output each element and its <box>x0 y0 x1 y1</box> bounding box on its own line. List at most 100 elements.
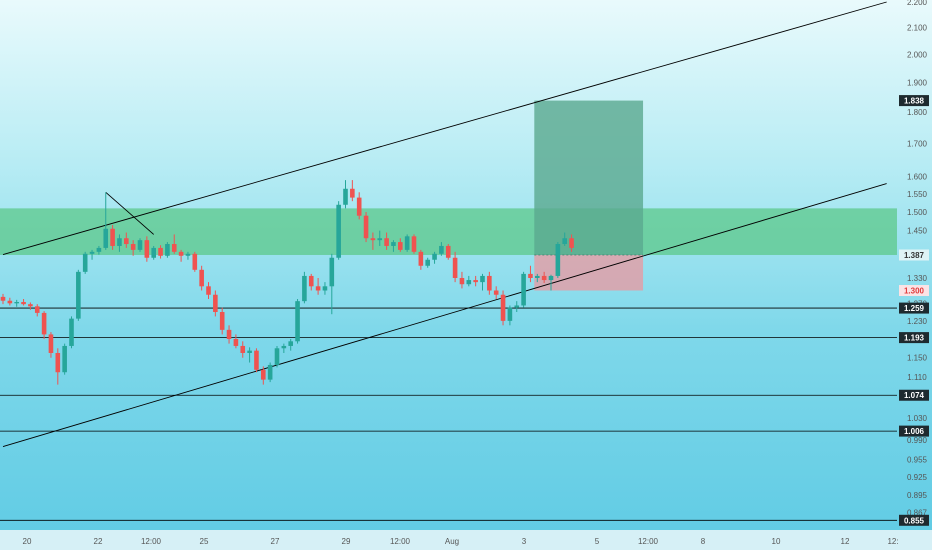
candle-body[interactable] <box>528 273 533 278</box>
candle-body[interactable] <box>363 215 369 239</box>
candle-body[interactable] <box>124 238 129 245</box>
stop-loss-box[interactable] <box>534 254 644 291</box>
candle-body[interactable] <box>137 240 143 250</box>
candle-body[interactable] <box>500 294 506 321</box>
candle-body[interactable] <box>555 244 561 276</box>
candle-body[interactable] <box>336 204 341 258</box>
candle-body[interactable] <box>82 253 88 272</box>
candle-body[interactable] <box>439 245 444 254</box>
candle-body[interactable] <box>329 257 335 287</box>
candle-body[interactable] <box>391 242 396 246</box>
candle-body[interactable] <box>261 369 266 380</box>
candle-body[interactable] <box>377 238 383 241</box>
candle-body[interactable] <box>158 247 163 256</box>
candle-body[interactable] <box>562 238 567 245</box>
y-tick-label: 1.700 <box>907 139 928 148</box>
candle-body[interactable] <box>398 242 403 250</box>
candle-body[interactable] <box>34 306 40 313</box>
candle-body[interactable] <box>41 312 47 335</box>
candle-body[interactable] <box>432 253 437 260</box>
candle-body[interactable] <box>308 275 314 287</box>
price-tag-box <box>899 332 929 344</box>
trendline[interactable] <box>2 183 887 448</box>
candle-body[interactable] <box>48 334 54 353</box>
candle-body[interactable] <box>151 247 156 258</box>
candle-body[interactable] <box>0 296 6 301</box>
candle-body[interactable] <box>28 304 33 307</box>
candle-body[interactable] <box>315 286 321 291</box>
candle-body[interactable] <box>452 257 458 278</box>
candle-body[interactable] <box>350 188 355 198</box>
candle-body[interactable] <box>62 345 67 373</box>
profit-target-box[interactable] <box>534 100 644 255</box>
x-tick-label: 20 <box>23 537 32 546</box>
candle-body[interactable] <box>96 247 102 252</box>
candle-body[interactable] <box>274 348 280 365</box>
candle-body[interactable] <box>493 290 499 295</box>
candle-body[interactable] <box>14 302 19 304</box>
candle-body[interactable] <box>473 280 478 283</box>
candle-body[interactable] <box>384 238 389 246</box>
candle-body[interactable] <box>89 251 95 254</box>
candle-body[interactable] <box>548 275 554 281</box>
candle-body[interactable] <box>411 236 417 252</box>
candle-body[interactable] <box>192 253 198 270</box>
price-tag-label: 1.259 <box>904 304 925 313</box>
candle-body[interactable] <box>425 259 430 266</box>
candle-body[interactable] <box>480 275 485 283</box>
candle-body[interactable] <box>322 286 328 291</box>
candle-body[interactable] <box>130 244 136 250</box>
candle-body[interactable] <box>370 238 376 241</box>
candle-body[interactable] <box>7 300 13 304</box>
x-tick-label: 25 <box>200 537 209 546</box>
candle-body[interactable] <box>199 269 204 287</box>
candle-body[interactable] <box>171 244 177 252</box>
candle-body[interactable] <box>356 197 362 216</box>
candle-body[interactable] <box>21 302 26 305</box>
trendline[interactable] <box>2 1 887 256</box>
candle-body[interactable] <box>418 251 424 266</box>
x-tick-label: 29 <box>342 537 351 546</box>
candle-body[interactable] <box>302 275 307 302</box>
candle-body[interactable] <box>240 345 246 353</box>
candle-body[interactable] <box>445 245 451 258</box>
candle-body[interactable] <box>110 228 115 246</box>
candle-body[interactable] <box>69 318 74 346</box>
trendline[interactable] <box>105 191 154 235</box>
candle-body[interactable] <box>343 188 348 205</box>
candle-body[interactable] <box>569 238 574 248</box>
candle-body[interactable] <box>55 352 61 373</box>
candle-body[interactable] <box>254 350 259 370</box>
candle-body[interactable] <box>459 277 465 285</box>
x-tick-label: 12:00 <box>141 537 162 546</box>
candle-body[interactable] <box>288 341 293 346</box>
candle-body[interactable] <box>233 338 239 346</box>
candle-body[interactable] <box>487 275 492 291</box>
candle-body[interactable] <box>535 275 540 278</box>
candle-body[interactable] <box>521 273 526 306</box>
candle-body[interactable] <box>466 280 472 285</box>
candle-body[interactable] <box>404 236 410 250</box>
candle-body[interactable] <box>219 312 225 330</box>
candle-body[interactable] <box>247 350 252 353</box>
candle-body[interactable] <box>514 305 520 308</box>
candle-body[interactable] <box>507 307 513 321</box>
candle-body[interactable] <box>541 275 547 281</box>
candle-body[interactable] <box>178 251 184 256</box>
x-tick-label: Aug <box>445 537 459 546</box>
candle-body[interactable] <box>185 253 191 256</box>
candle-body[interactable] <box>226 329 232 339</box>
candle-body[interactable] <box>144 240 150 258</box>
candle-body[interactable] <box>165 244 170 256</box>
candle-body[interactable] <box>281 345 287 349</box>
price-tag-box <box>899 514 929 526</box>
candle-body[interactable] <box>117 238 122 246</box>
candle-body[interactable] <box>76 271 81 319</box>
candle-body[interactable] <box>103 228 109 248</box>
candle-body[interactable] <box>213 294 218 313</box>
candle-body[interactable] <box>295 301 300 342</box>
candle-body[interactable] <box>267 364 273 380</box>
candle-body[interactable] <box>206 286 211 295</box>
